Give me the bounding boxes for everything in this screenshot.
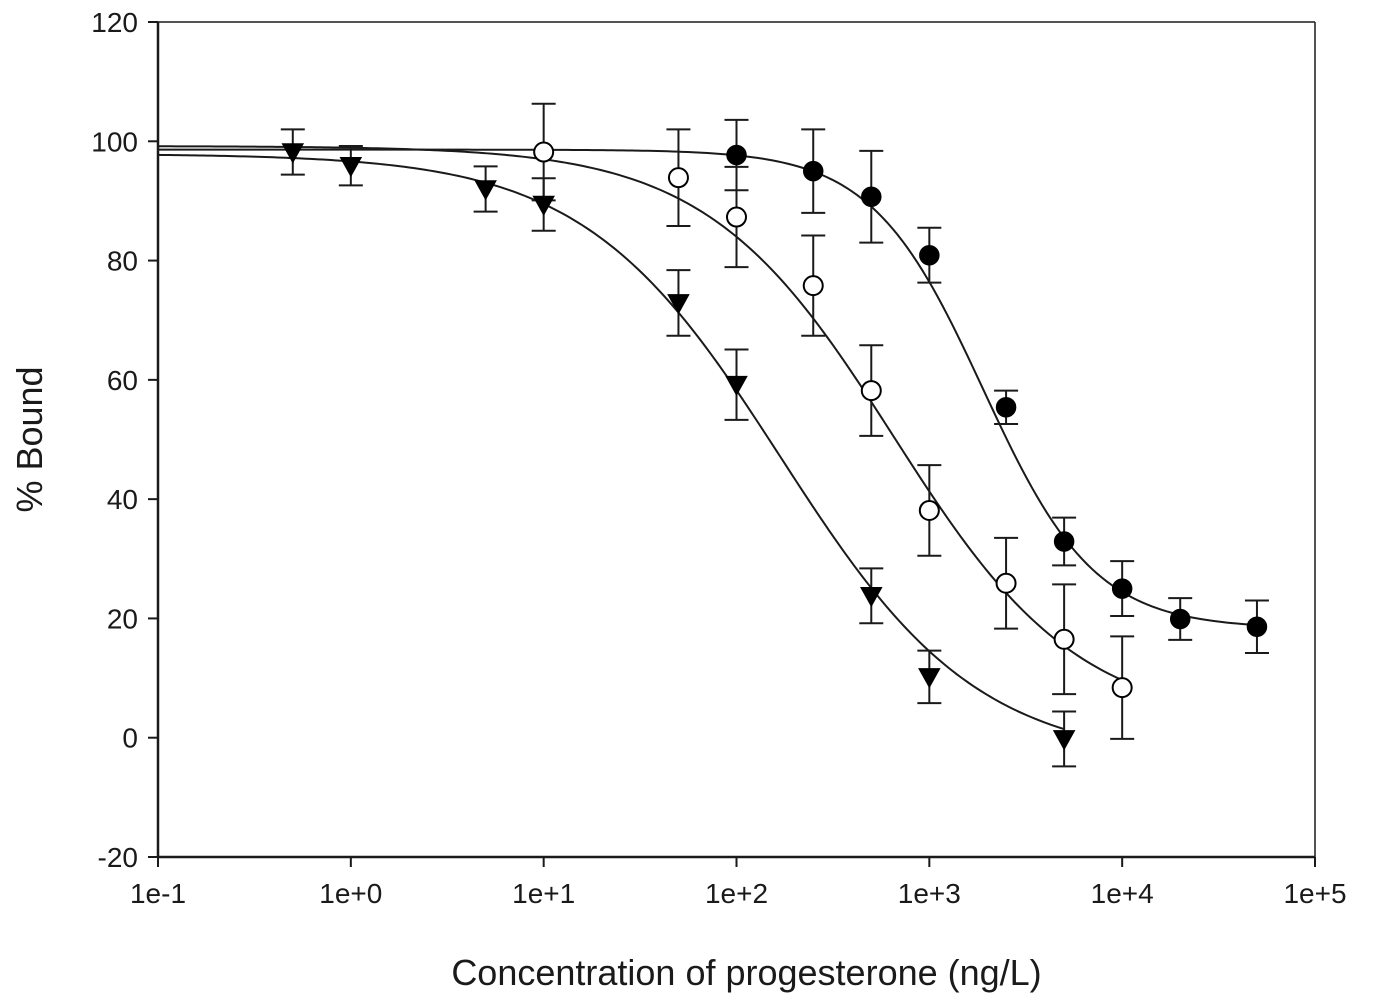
point-filled-circle (802, 160, 824, 182)
x-tick-label: 1e-1 (130, 878, 186, 909)
point-open-circle (533, 141, 555, 163)
point-open-circle (918, 499, 940, 521)
point-filled-triangle (918, 668, 941, 689)
point-open-circle (726, 206, 747, 228)
point-filled-circle (1111, 578, 1133, 599)
point-filled-triangle (667, 294, 690, 315)
point-open-circle (995, 572, 1017, 594)
point-filled-circle (1246, 616, 1268, 638)
x-tick-label: 1e+4 (1091, 878, 1154, 909)
fit-curve-2 (157, 145, 1123, 682)
x-tick-label: 1e+1 (512, 878, 575, 909)
data-markers (281, 141, 1268, 751)
x-tick-label: 1e+0 (319, 878, 382, 909)
fit-curve-3 (157, 153, 1065, 731)
y-tick-label: 20 (107, 603, 138, 634)
point-filled-triangle (725, 375, 748, 397)
y-tick-label: 40 (107, 484, 138, 515)
point-filled-triangle (339, 156, 363, 178)
point-filled-circle (1053, 531, 1075, 552)
point-open-circle (860, 380, 882, 402)
x-tick-label: 1e+3 (898, 878, 961, 909)
point-filled-circle (726, 144, 747, 166)
y-tick-label: 0 (122, 723, 138, 754)
fit-curve-1 (158, 148, 1258, 627)
y-tick-label: 80 (107, 246, 138, 277)
point-open-circle (667, 167, 689, 189)
point-filled-circle (919, 244, 940, 266)
point-filled-circle (1169, 608, 1191, 630)
point-open-circle (1053, 628, 1075, 650)
y-tick-label: 60 (107, 365, 138, 396)
x-axis-title: Concentration of progesterone (ng/L) (451, 952, 1041, 993)
point-filled-triangle (860, 587, 883, 608)
point-filled-triangle (474, 180, 497, 201)
fit-curves (157, 145, 1258, 731)
point-filled-triangle (1052, 730, 1076, 751)
y-tick-label: -20 (98, 842, 138, 873)
point-open-circle (802, 275, 824, 297)
y-axis-ticks: -20 0 20 40 60 80 100 120 (91, 7, 158, 873)
point-open-circle (1111, 677, 1133, 699)
y-axis-title: % Bound (9, 366, 50, 512)
x-axis-ticks: 1e-1 1e+0 1e+1 1e+2 1e+3 1e+4 1e+5 (130, 857, 1347, 909)
y-tick-label: 100 (91, 126, 138, 157)
x-tick-label: 1e+2 (705, 878, 768, 909)
point-filled-triangle (532, 195, 555, 217)
x-tick-label: 1e+5 (1283, 878, 1346, 909)
point-filled-triangle (281, 143, 305, 164)
y-tick-label: 120 (91, 7, 138, 38)
point-filled-circle (861, 186, 882, 208)
point-filled-circle (995, 397, 1017, 418)
